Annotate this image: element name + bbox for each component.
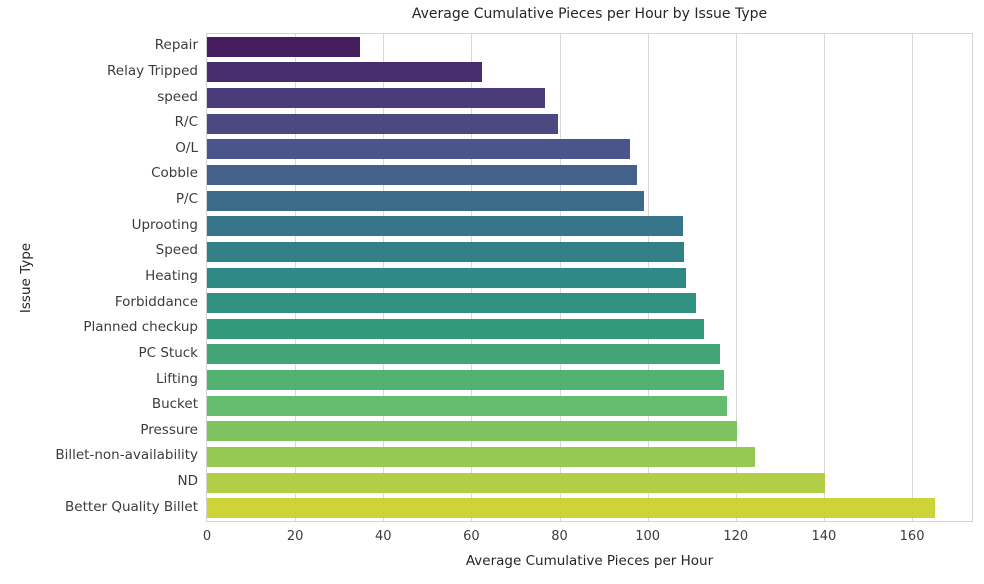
bar-billet-non-availability	[207, 446, 755, 467]
x-tick-label: 20	[286, 529, 304, 544]
gridline-x-140	[823, 34, 825, 521]
bar-forbiddance	[207, 293, 696, 314]
bar-heating	[207, 267, 687, 288]
y-tick-label: O/L	[175, 139, 198, 156]
y-axis-category-labels: Repair Relay Tripped speed R/C O/L Cobble P/C U…	[0, 33, 198, 522]
bar-r-c	[207, 113, 559, 134]
x-tick-label: 120	[723, 529, 749, 544]
x-tick-label: 40	[374, 529, 392, 544]
bar-speed	[207, 241, 685, 262]
bar-relay-tripped	[207, 62, 482, 83]
plot-area	[206, 33, 973, 522]
bar-o-l	[207, 139, 630, 160]
y-tick-label: Forbiddance	[114, 293, 198, 310]
bar-planned-checkup	[207, 318, 705, 339]
bar-pc-stuck	[207, 344, 720, 365]
bar-lifting	[207, 370, 724, 391]
y-tick-label: ND	[177, 473, 199, 490]
bar-p-c	[207, 190, 644, 211]
x-tick-label: 140	[811, 529, 837, 544]
y-tick-label: Uprooting	[131, 216, 198, 233]
y-tick-label: Relay Tripped	[107, 62, 198, 79]
x-tick-label: 0	[202, 529, 212, 544]
y-tick-label: Heating	[145, 268, 198, 284]
bar-bucket	[207, 395, 727, 416]
y-tick-label: Pressure	[140, 421, 198, 438]
x-tick-label: 100	[635, 529, 661, 544]
x-tick-label: 80	[551, 529, 568, 544]
y-tick-label: Cobble	[151, 165, 198, 182]
bar-cobble	[207, 164, 637, 185]
bar-repair	[207, 36, 361, 57]
y-tick-label: Planned checkup	[83, 319, 198, 336]
x-tick-label: 160	[899, 529, 925, 544]
y-tick-label: R/C	[174, 114, 198, 131]
bar-pressure	[207, 421, 738, 442]
y-tick-label: P/C	[175, 191, 198, 208]
x-axis-title: Average Cumulative Pieces per Hour	[465, 553, 714, 569]
chart-title: Average Cumulative Pieces per Hour by Is…	[411, 6, 768, 22]
gridline-x-160	[912, 34, 914, 521]
bar-nd	[207, 472, 825, 493]
y-tick-label: Repair	[154, 37, 198, 54]
y-tick-label: PC Stuck	[138, 344, 198, 361]
y-tick-label: Speed	[155, 242, 198, 259]
bar-uprooting	[207, 216, 684, 237]
y-tick-label: Bucket	[151, 396, 198, 413]
x-axis-tick-labels: 0 20 40 60 80 100 120 140 160	[0, 530, 984, 548]
bar-speed	[207, 88, 545, 109]
y-tick-label: Better Quality Billet	[65, 498, 198, 515]
bar-better-quality-billet	[207, 498, 936, 519]
x-tick-label: 60	[463, 529, 480, 544]
y-tick-label: Billet-non-availability	[55, 447, 198, 464]
y-tick-label: Lifting	[156, 370, 198, 387]
gridline-x-120	[735, 34, 737, 521]
y-tick-label: speed	[157, 88, 198, 105]
